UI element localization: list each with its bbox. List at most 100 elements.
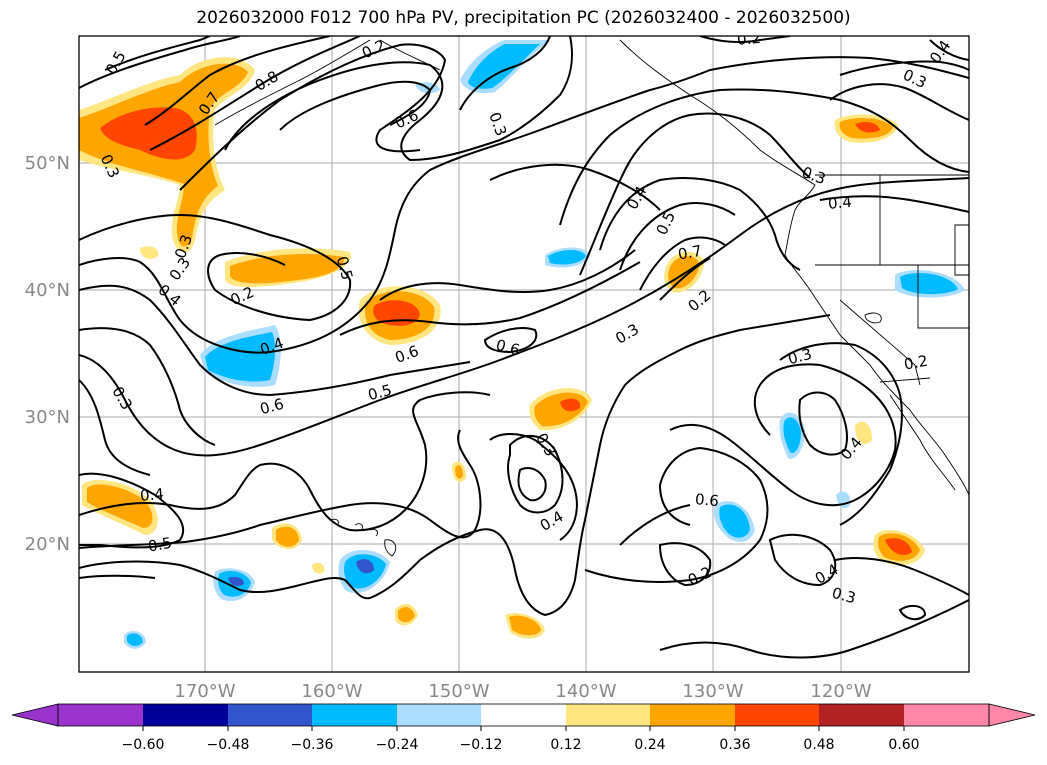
precip-strong-core (855, 122, 880, 133)
pv-contour (839, 60, 969, 76)
pv-contour (79, 327, 216, 446)
pv-contour (779, 342, 903, 526)
precip-negative-core (205, 332, 276, 382)
precip-negative-core (468, 44, 540, 89)
colorbar-segment (143, 704, 228, 726)
contour-label: 0.3 (786, 345, 814, 369)
pv-contour (599, 177, 801, 271)
pv-contour (658, 542, 712, 587)
precip-negative-core (719, 504, 750, 538)
colorbar-segment (481, 704, 566, 726)
pv-contour (379, 249, 636, 301)
pv-contour (79, 36, 241, 89)
pv-contour (579, 112, 811, 276)
precip-positive-core (276, 526, 299, 547)
lon-label: 160°W (301, 681, 362, 702)
precip-positive-core (87, 484, 153, 528)
pv-contour (79, 429, 482, 549)
lat-label: 50°N (25, 153, 70, 174)
pv-contour (559, 88, 969, 226)
pv-contour (79, 314, 831, 617)
precip-positive-area (140, 246, 159, 259)
colorbar-tick-label: −0.24 (376, 737, 419, 753)
state-border (917, 265, 969, 329)
coastline-alaska (379, 39, 441, 71)
pv-contours (79, 36, 969, 659)
pv-contour (489, 163, 661, 211)
colorbar-segment (566, 704, 650, 726)
lon-label: 130°W (682, 681, 743, 702)
precip-positive-core (509, 615, 541, 636)
pv-contour (584, 446, 769, 583)
mx-border (879, 377, 931, 383)
lat-label: 20°N (25, 534, 70, 555)
pv-contour (79, 177, 969, 457)
precip-shading (79, 40, 965, 649)
colorbar-segment (397, 704, 481, 726)
colorbar-segment (58, 704, 143, 726)
pv-contour (507, 435, 564, 514)
pv-contour (339, 261, 641, 336)
pv-contour (149, 36, 361, 151)
colorbar-tick-label: −0.60 (122, 737, 165, 753)
colorbar-tick-label: 0.36 (719, 737, 750, 753)
contour-label: 0.5 (366, 381, 394, 405)
precip-strong-core (560, 398, 581, 412)
precip-strong-core (100, 107, 197, 160)
state-border (839, 299, 921, 386)
pv-contour (669, 363, 897, 507)
pv-contour (79, 284, 471, 397)
contour-label: 0.4 (139, 485, 164, 505)
colorbar-tick-label: 0.60 (888, 737, 919, 753)
lon-label: 170°W (174, 681, 235, 702)
pv-contour (619, 202, 736, 271)
colorbar: −0.60 −0.48 −0.36 −0.24 −0.12 0.12 0.24 … (11, 703, 1036, 753)
pv-contour (224, 36, 573, 162)
colorbar-segment (650, 704, 735, 726)
pv-contour (798, 391, 848, 456)
precip-negative-strong-core (356, 559, 374, 574)
map-frame (78, 35, 970, 673)
precip-negative-core (783, 417, 801, 454)
pv-contour (834, 557, 969, 596)
colorbar-tick-label: −0.12 (460, 737, 503, 753)
contour-label: 0.4 (827, 193, 852, 213)
colorbar-tick-label: −0.48 (207, 737, 250, 753)
pv-contour (819, 195, 969, 213)
pv-contour (179, 43, 447, 191)
pv-contour (898, 604, 927, 621)
colorbar-tick-label: 0.48 (803, 737, 834, 753)
contour-label: 0.7 (677, 242, 704, 264)
island-hawaii (384, 539, 397, 557)
pv-contour (659, 599, 969, 659)
colorbar-tick-label: −0.36 (291, 737, 334, 753)
pv-contour (459, 36, 551, 111)
pv-contour (104, 36, 211, 71)
pv-contour (699, 36, 791, 44)
pv-contour (829, 83, 969, 121)
island-channel (864, 312, 882, 324)
colorbar-tick-label: 0.12 (550, 737, 581, 753)
precip-positive-core (398, 607, 415, 623)
pv-contour (483, 327, 538, 354)
pv-contour (619, 504, 691, 546)
lat-label: 30°N (25, 407, 70, 428)
precip-strong-core (885, 538, 912, 556)
pv-contour (79, 472, 185, 549)
colorbar-segment (228, 704, 312, 726)
pv-contour (768, 533, 837, 587)
colorbar-tick-label: 0.24 (634, 737, 665, 753)
precip-negative-strong-core (228, 576, 244, 586)
colorbar-outline (57, 703, 990, 727)
precip-negative-core (548, 250, 586, 265)
contour-label: 0.5 (333, 254, 357, 282)
contour-label: 0.6 (258, 395, 286, 419)
precip-negative-core (127, 633, 143, 647)
colorbar-segment (735, 704, 819, 726)
lon-label: 140°W (555, 681, 616, 702)
pv-contour (659, 257, 711, 301)
island-hawaii (354, 523, 363, 530)
pv-contour (639, 236, 726, 291)
pv-contour (144, 36, 331, 126)
colorbar-segment (312, 704, 397, 726)
